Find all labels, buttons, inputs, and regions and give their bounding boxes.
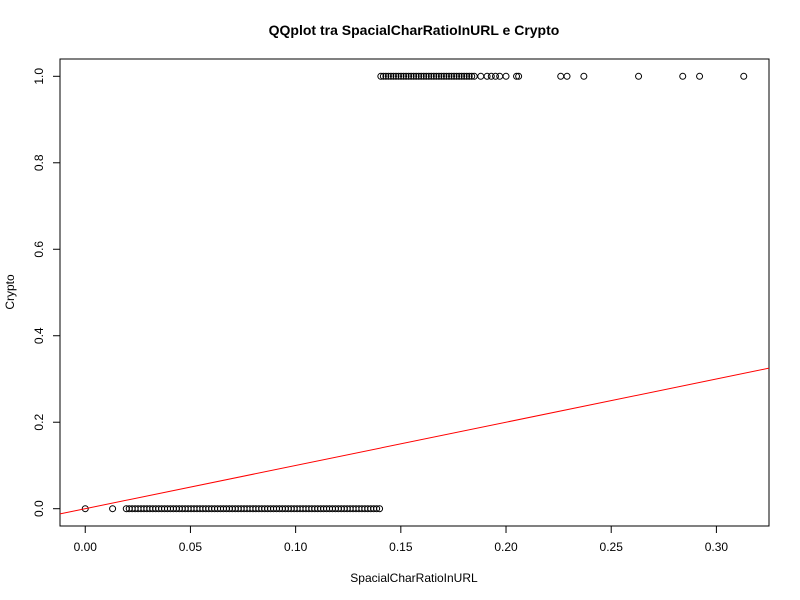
data-point (465, 72, 473, 80)
data-point (384, 72, 392, 80)
data-point (432, 72, 440, 80)
data-point (445, 72, 453, 80)
data-point (389, 72, 397, 80)
x-tick-label: 0.30 (705, 540, 729, 554)
data-point (635, 72, 643, 80)
x-tick-label: 0.10 (284, 540, 308, 554)
data-point (395, 72, 403, 80)
x-tick-label: 0.25 (600, 540, 624, 554)
plot-border (59, 58, 770, 527)
data-point (109, 505, 117, 513)
y-axis-label: Crypto (3, 274, 17, 310)
x-tick-label: 0.20 (494, 540, 518, 554)
data-point (487, 72, 495, 80)
data-point (458, 72, 466, 80)
data-point (740, 72, 748, 80)
y-tick-label: 0.0 (32, 500, 46, 517)
data-point (400, 72, 408, 80)
y-tick-label: 0.8 (32, 154, 46, 171)
data-point (382, 72, 390, 80)
data-point (515, 72, 523, 80)
y-tick-label: 0.4 (32, 327, 46, 344)
data-point (442, 72, 450, 80)
data-point (420, 72, 428, 80)
data-point (580, 72, 588, 80)
data-point (557, 72, 565, 80)
data-point (81, 505, 89, 513)
data-point (377, 72, 385, 80)
data-point (513, 72, 521, 80)
data-point (427, 72, 435, 80)
data-point (455, 72, 463, 80)
data-point (425, 72, 433, 80)
y-tick-label: 0.6 (32, 241, 46, 258)
data-point (468, 72, 476, 80)
data-point (373, 505, 381, 513)
data-point (437, 72, 445, 80)
data-point (679, 72, 687, 80)
data-point (415, 72, 423, 80)
x-tick-label: 0.05 (179, 540, 203, 554)
y-tick-label: 1.0 (32, 68, 46, 85)
data-point (496, 72, 504, 80)
data-point (417, 72, 425, 80)
data-point (402, 72, 410, 80)
data-point (453, 72, 461, 80)
data-point (470, 72, 478, 80)
x-tick-label: 0.00 (74, 540, 98, 554)
data-point (483, 72, 491, 80)
data-point (435, 72, 443, 80)
data-point (376, 505, 384, 513)
data-point (379, 72, 387, 80)
chart-title: QQplot tra SpacialCharRatioInURL e Crypt… (269, 22, 560, 38)
plot-area: 0.00 0.05 0.10 0.15 0.20 0.25 0.30 0.0 0.2 0.4 0.6… (32, 58, 770, 554)
x-axis-label: SpacialCharRatioInURL (350, 571, 478, 585)
y-tick-label: 0.2 (32, 414, 46, 431)
data-point (563, 72, 571, 80)
data-point (477, 72, 485, 80)
data-point (405, 72, 413, 80)
data-point (440, 72, 448, 80)
data-point (502, 72, 510, 80)
data-point (491, 72, 499, 80)
data-point (407, 72, 415, 80)
data-point (448, 72, 456, 80)
data-point (410, 72, 418, 80)
data-point (450, 72, 458, 80)
data-point (412, 72, 420, 80)
data-point (460, 72, 468, 80)
data-point (397, 72, 405, 80)
data-point (463, 72, 471, 80)
x-tick-label: 0.15 (389, 540, 413, 554)
data-point (392, 72, 400, 80)
reference-line (60, 367, 769, 515)
data-point (387, 72, 395, 80)
data-point (696, 72, 704, 80)
data-point (422, 72, 430, 80)
data-point (430, 72, 438, 80)
